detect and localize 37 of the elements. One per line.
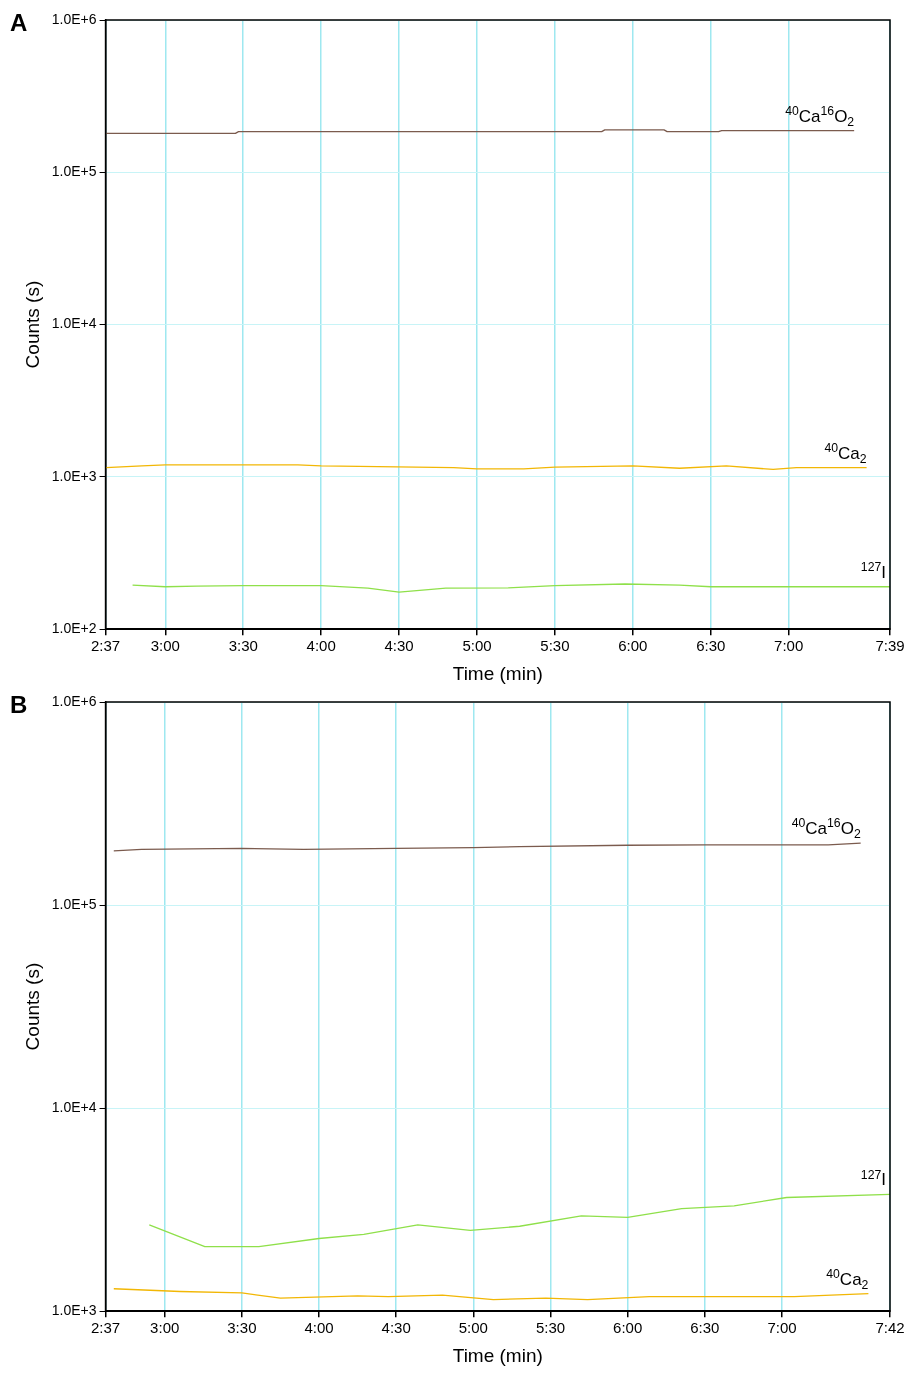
x-tick-label: 7:39 — [875, 637, 905, 655]
y-axis-title: Counts (s) — [21, 280, 43, 369]
y-tick-label: 1.0E+5 — [51, 163, 97, 180]
x-tick-label: 3:30 — [228, 637, 258, 655]
chart-title: A — [10, 8, 28, 36]
chart-title: B — [10, 690, 28, 718]
x-tick-label: 6:30 — [696, 637, 726, 655]
x-tick-label: 6:30 — [690, 1319, 720, 1337]
x-tick-label: 6:00 — [618, 637, 648, 655]
y-tick-label: 1.0E+3 — [51, 467, 97, 484]
x-tick-label: 4:30 — [384, 637, 414, 655]
x-tick-label: 3:30 — [227, 1319, 257, 1337]
x-tick-label: 7:42 — [875, 1319, 905, 1337]
y-tick-label: 1.0E+4 — [51, 315, 97, 332]
y-axis-title: Counts (s) — [21, 962, 43, 1051]
x-axis-title: Time (min) — [452, 1344, 543, 1366]
x-tick-label: 5:30 — [540, 637, 570, 655]
x-tick-label: 4:00 — [304, 1319, 334, 1337]
x-tick-label: 2:37 — [90, 1319, 121, 1337]
x-tick-label: 5:30 — [535, 1319, 566, 1337]
x-tick-label: 5:00 — [462, 637, 492, 655]
y-tick-label: 1.0E+3 — [51, 1302, 97, 1319]
x-tick-label: 4:00 — [306, 637, 336, 655]
x-tick-label: 5:00 — [458, 1319, 488, 1337]
x-tick-label: 2:37 — [90, 637, 121, 655]
x-tick-label: 3:00 — [150, 637, 180, 655]
y-tick-label: 1.0E+6 — [51, 692, 97, 709]
x-tick-label: 7:00 — [767, 1319, 797, 1337]
x-tick-label: 4:30 — [381, 1319, 411, 1337]
y-tick-label: 1.0E+5 — [51, 895, 97, 912]
y-tick-label: 1.0E+6 — [51, 10, 97, 27]
x-tick-label: 6:00 — [613, 1319, 643, 1337]
x-tick-label: 3:00 — [150, 1319, 180, 1337]
y-tick-label: 1.0E+4 — [51, 1098, 97, 1115]
x-tick-label: 7:00 — [774, 637, 804, 655]
x-axis-title: Time (min) — [452, 662, 543, 684]
y-tick-label: 1.0E+2 — [51, 620, 97, 637]
